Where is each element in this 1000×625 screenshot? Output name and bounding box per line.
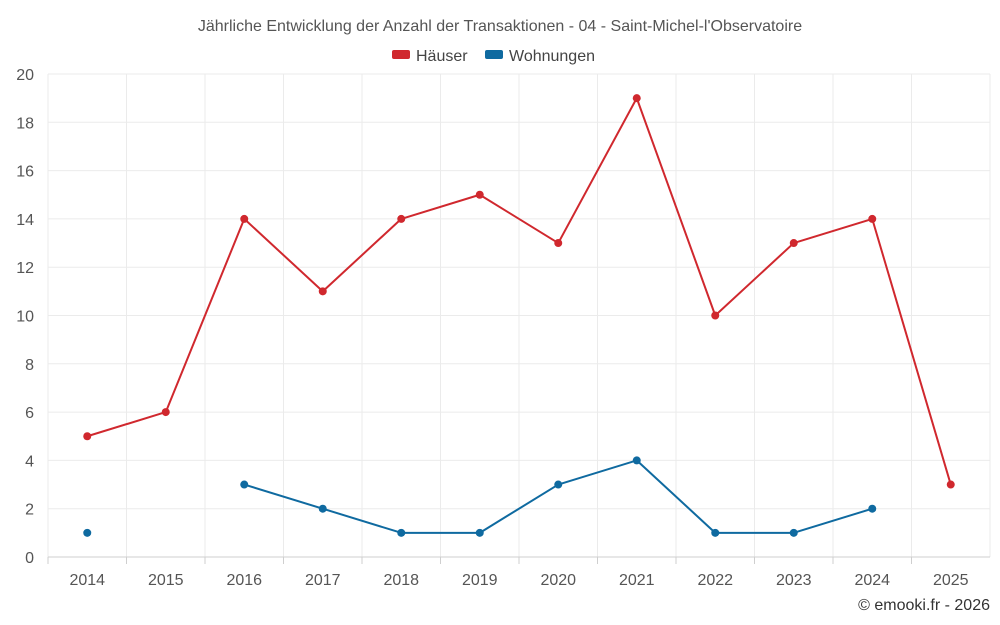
data-point-wohnungen-2023[interactable] <box>789 528 798 537</box>
data-point-wohnungen-2014[interactable] <box>83 528 92 537</box>
y-tick-label: 6 <box>25 405 34 422</box>
data-point-haeuser-2019[interactable] <box>475 190 484 199</box>
data-point-wohnungen-2020[interactable] <box>554 480 563 489</box>
data-point-wohnungen-2019[interactable] <box>475 528 484 537</box>
y-tick-label: 18 <box>16 115 34 132</box>
legend: Häuser Wohnungen <box>392 48 595 65</box>
x-tick-label: 2016 <box>226 572 262 589</box>
data-point-wohnungen-2024[interactable] <box>868 504 877 513</box>
y-tick-label: 8 <box>25 357 34 374</box>
data-point-wohnungen-2022[interactable] <box>711 528 720 537</box>
x-tick-label: 2025 <box>933 572 969 589</box>
data-point-haeuser-2023[interactable] <box>789 239 798 248</box>
chart-title: Jährliche Entwicklung der Anzahl der Tra… <box>198 18 802 35</box>
y-tick-label: 16 <box>16 164 34 181</box>
data-point-haeuser-2015[interactable] <box>161 408 170 417</box>
x-tick-label: 2019 <box>462 572 498 589</box>
y-tick-label: 14 <box>16 212 34 229</box>
legend-label-haeuser: Häuser <box>416 48 468 65</box>
y-axis: 0 2 4 6 8 10 12 14 16 18 20 <box>16 67 34 567</box>
data-point-haeuser-2018[interactable] <box>397 214 406 223</box>
x-tick-label: 2017 <box>305 572 341 589</box>
series-line-haeuser <box>86 97 952 486</box>
legend-item-wohnungen[interactable]: Wohnungen <box>485 48 595 65</box>
data-point-haeuser-2024[interactable] <box>868 214 877 223</box>
x-axis: 2014 2015 2016 2017 2018 2019 2020 2021 2022 2023… <box>47 556 990 589</box>
x-tick-label: 2023 <box>776 572 812 589</box>
x-tick-label: 2014 <box>69 572 105 589</box>
series <box>83 94 955 537</box>
x-tick-label: 2015 <box>148 572 184 589</box>
x-tick-label: 2020 <box>540 572 576 589</box>
series-line-wohnungen <box>243 459 874 534</box>
x-tick-label: 2018 <box>383 572 419 589</box>
legend-swatch-wohnungen <box>485 50 503 59</box>
grid <box>47 73 991 558</box>
data-point-haeuser-2021[interactable] <box>632 94 641 103</box>
y-tick-label: 20 <box>16 67 34 84</box>
data-point-haeuser-2017[interactable] <box>318 287 327 296</box>
y-tick-label: 2 <box>25 502 34 519</box>
data-point-haeuser-2022[interactable] <box>711 311 720 320</box>
x-tick-label: 2022 <box>697 572 733 589</box>
y-tick-label: 12 <box>16 260 34 277</box>
data-point-haeuser-2016[interactable] <box>240 214 249 223</box>
credit-text: © emooki.fr - 2026 <box>858 597 990 614</box>
legend-swatch-haeuser <box>392 50 410 59</box>
data-point-wohnungen-2017[interactable] <box>318 504 327 513</box>
data-point-haeuser-2014[interactable] <box>83 432 92 441</box>
legend-item-haeuser[interactable]: Häuser <box>392 48 468 65</box>
x-tick-label: 2021 <box>619 572 655 589</box>
y-tick-label: 10 <box>16 309 34 326</box>
y-tick-label: 0 <box>25 550 34 567</box>
data-point-wohnungen-2016[interactable] <box>240 480 249 489</box>
data-point-haeuser-2020[interactable] <box>554 239 563 248</box>
data-point-haeuser-2025[interactable] <box>946 480 955 489</box>
y-tick-label: 4 <box>25 453 34 470</box>
data-point-wohnungen-2018[interactable] <box>397 528 406 537</box>
legend-label-wohnungen: Wohnungen <box>509 48 595 65</box>
x-tick-label: 2024 <box>854 572 890 589</box>
data-point-wohnungen-2021[interactable] <box>632 456 641 465</box>
